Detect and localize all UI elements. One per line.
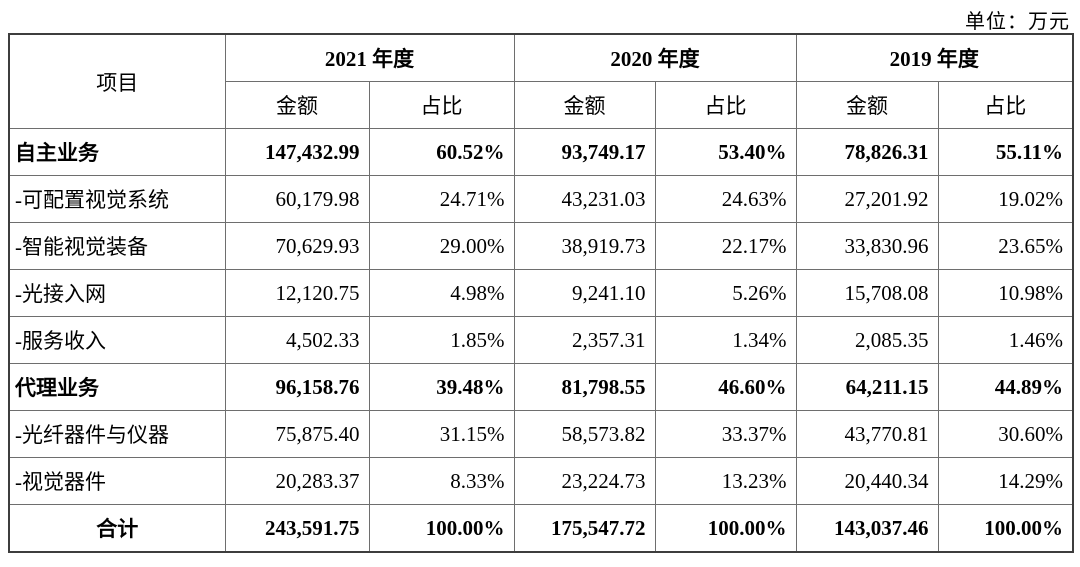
amount-cell-2019: 43,770.81: [795, 410, 939, 458]
ratio-cell-2021: 100.00%: [368, 504, 515, 553]
amount-cell-2021: 243,591.75: [224, 504, 370, 553]
table-row: 自主业务 147,432.99 60.52% 93,749.17 53.40% …: [8, 128, 1074, 176]
amount-cell-2020: 23,224.73: [513, 457, 656, 505]
revenue-breakdown-table: 项目 2021 年度 2020 年度 2019 年度 金额 占比 金额 占比 金…: [8, 33, 1074, 553]
ratio-cell-2020: 100.00%: [654, 504, 797, 553]
ratio-cell-2019: 44.89%: [937, 363, 1074, 411]
amount-cell-2019: 64,211.15: [795, 363, 939, 411]
table-row: 代理业务 96,158.76 39.48% 81,798.55 46.60% 6…: [8, 363, 1074, 411]
ratio-cell-2021: 8.33%: [368, 457, 515, 505]
ratio-header-2019: 占比: [937, 81, 1074, 129]
amount-cell-2021: 70,629.93: [224, 222, 370, 270]
row-label: -光接入网: [8, 269, 226, 317]
ratio-cell-2020: 53.40%: [654, 128, 797, 176]
amount-cell-2019: 78,826.31: [795, 128, 939, 176]
row-label: -可配置视觉系统: [8, 175, 226, 223]
ratio-cell-2021: 24.71%: [368, 175, 515, 223]
row-label: -视觉器件: [8, 457, 226, 505]
amount-header-2020: 金额: [513, 81, 656, 129]
table-row: -光接入网 12,120.75 4.98% 9,241.10 5.26% 15,…: [8, 269, 1074, 317]
amount-cell-2021: 96,158.76: [224, 363, 370, 411]
amount-cell-2020: 43,231.03: [513, 175, 656, 223]
ratio-cell-2021: 60.52%: [368, 128, 515, 176]
year-header-2020: 2020 年度: [513, 33, 797, 82]
table-header: 项目 2021 年度 2020 年度 2019 年度 金额 占比 金额 占比 金…: [8, 33, 1074, 129]
ratio-cell-2019: 30.60%: [937, 410, 1074, 458]
table-row: -视觉器件 20,283.37 8.33% 23,224.73 13.23% 2…: [8, 457, 1074, 505]
ratio-cell-2019: 100.00%: [937, 504, 1074, 553]
row-label: -光纤器件与仪器: [8, 410, 226, 458]
ratio-cell-2019: 10.98%: [937, 269, 1074, 317]
ratio-cell-2020: 13.23%: [654, 457, 797, 505]
row-label: -服务收入: [8, 316, 226, 364]
row-label: 自主业务: [8, 128, 226, 176]
ratio-cell-2020: 5.26%: [654, 269, 797, 317]
row-label: -智能视觉装备: [8, 222, 226, 270]
row-label: 代理业务: [8, 363, 226, 411]
amount-header-2021: 金额: [224, 81, 370, 129]
year-header-2021: 2021 年度: [224, 33, 515, 82]
ratio-cell-2020: 46.60%: [654, 363, 797, 411]
amount-header-2019: 金额: [795, 81, 939, 129]
ratio-cell-2020: 22.17%: [654, 222, 797, 270]
ratio-cell-2021: 31.15%: [368, 410, 515, 458]
amount-cell-2020: 2,357.31: [513, 316, 656, 364]
amount-cell-2020: 93,749.17: [513, 128, 656, 176]
amount-cell-2020: 9,241.10: [513, 269, 656, 317]
ratio-cell-2019: 55.11%: [937, 128, 1074, 176]
ratio-cell-2020: 33.37%: [654, 410, 797, 458]
row-label: 合计: [8, 504, 226, 553]
ratio-cell-2019: 1.46%: [937, 316, 1074, 364]
ratio-cell-2019: 14.29%: [937, 457, 1074, 505]
amount-cell-2019: 27,201.92: [795, 175, 939, 223]
unit-label: 单位：万元: [965, 11, 1070, 33]
ratio-cell-2021: 39.48%: [368, 363, 515, 411]
amount-cell-2019: 20,440.34: [795, 457, 939, 505]
amount-cell-2019: 33,830.96: [795, 222, 939, 270]
amount-cell-2020: 175,547.72: [513, 504, 656, 553]
table-row: -可配置视觉系统 60,179.98 24.71% 43,231.03 24.6…: [8, 175, 1074, 223]
amount-cell-2020: 38,919.73: [513, 222, 656, 270]
amount-cell-2021: 75,875.40: [224, 410, 370, 458]
amount-cell-2021: 20,283.37: [224, 457, 370, 505]
amount-cell-2021: 60,179.98: [224, 175, 370, 223]
amount-cell-2020: 81,798.55: [513, 363, 656, 411]
ratio-cell-2020: 24.63%: [654, 175, 797, 223]
amount-cell-2020: 58,573.82: [513, 410, 656, 458]
ratio-cell-2019: 23.65%: [937, 222, 1074, 270]
ratio-header-2021: 占比: [368, 81, 515, 129]
amount-cell-2021: 147,432.99: [224, 128, 370, 176]
ratio-cell-2020: 1.34%: [654, 316, 797, 364]
table-row: -智能视觉装备 70,629.93 29.00% 38,919.73 22.17…: [8, 222, 1074, 270]
ratio-cell-2021: 29.00%: [368, 222, 515, 270]
table-row: -光纤器件与仪器 75,875.40 31.15% 58,573.82 33.3…: [8, 410, 1074, 458]
ratio-cell-2021: 1.85%: [368, 316, 515, 364]
year-header-row: 项目 2021 年度 2020 年度 2019 年度: [8, 33, 1074, 129]
amount-cell-2021: 12,120.75: [224, 269, 370, 317]
ratio-cell-2021: 4.98%: [368, 269, 515, 317]
ratio-cell-2019: 19.02%: [937, 175, 1074, 223]
table-body: 自主业务 147,432.99 60.52% 93,749.17 53.40% …: [8, 128, 1074, 553]
table-row: -服务收入 4,502.33 1.85% 2,357.31 1.34% 2,08…: [8, 316, 1074, 364]
year-header-2019: 2019 年度: [795, 33, 1074, 82]
amount-cell-2019: 143,037.46: [795, 504, 939, 553]
ratio-header-2020: 占比: [654, 81, 797, 129]
item-column-header: 项目: [8, 33, 226, 129]
amount-cell-2019: 2,085.35: [795, 316, 939, 364]
amount-cell-2019: 15,708.08: [795, 269, 939, 317]
amount-cell-2021: 4,502.33: [224, 316, 370, 364]
table-row: 合计 243,591.75 100.00% 175,547.72 100.00%…: [8, 504, 1074, 553]
